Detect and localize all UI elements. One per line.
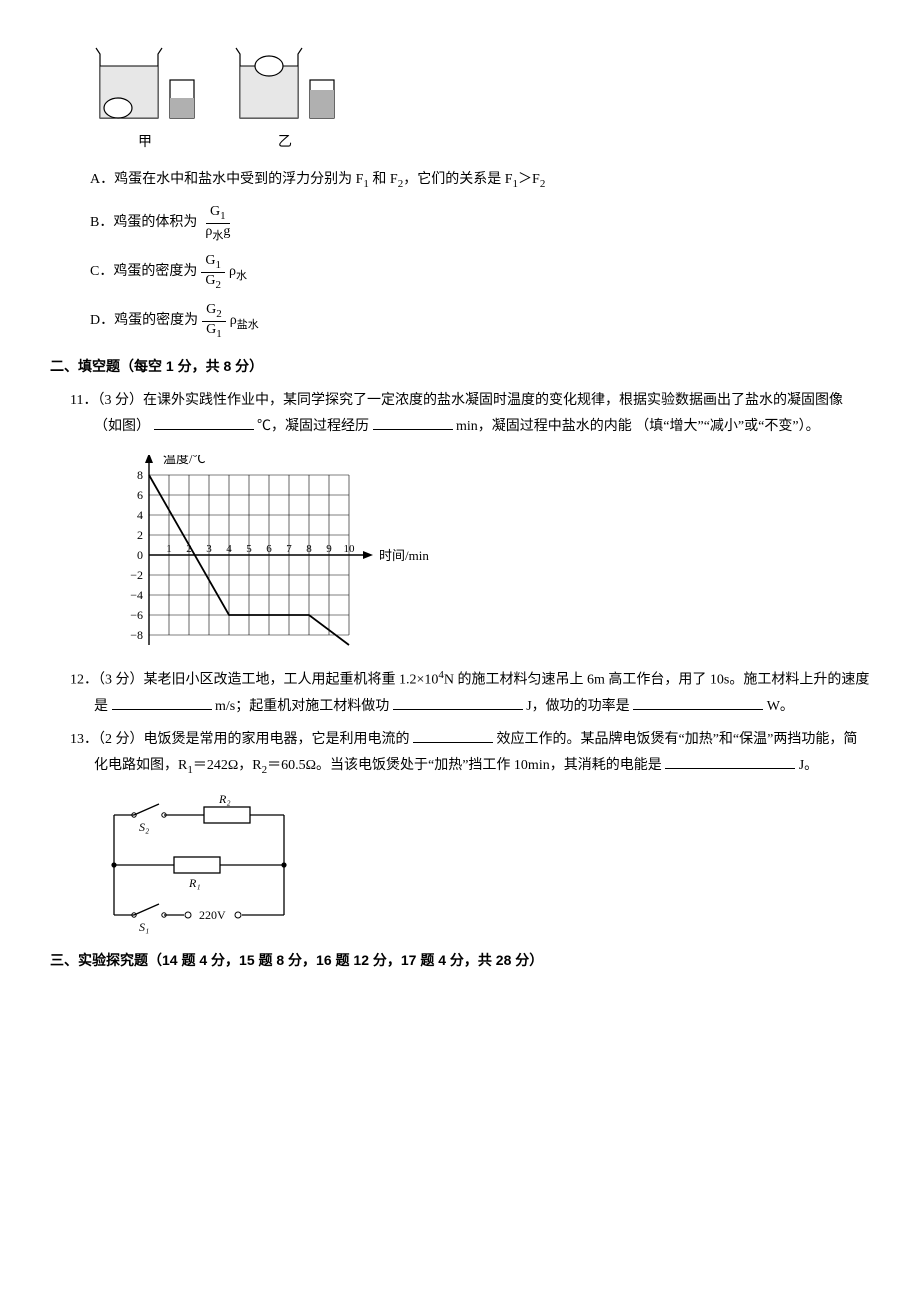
option-d-text: 鸡蛋的密度为 [114, 308, 198, 335]
q12-blank3[interactable] [633, 695, 763, 710]
svg-text:6: 6 [266, 543, 272, 555]
section2-heading: 二、填空题（每空 1 分，共 8 分） [50, 353, 870, 380]
beaker-jia-svg [90, 40, 200, 130]
svg-text:2: 2 [137, 528, 143, 542]
svg-text:4: 4 [226, 543, 232, 555]
svg-text:6: 6 [137, 488, 143, 502]
beaker-jia: 甲 [90, 40, 200, 157]
svg-text:10: 10 [344, 543, 356, 555]
option-b-fraction: G1 ρ水g [201, 204, 234, 243]
svg-text:S₁: S₁ [139, 920, 149, 934]
option-d-rho: ρ盐水 [230, 308, 259, 336]
svg-text:−8: −8 [130, 628, 143, 642]
option-c-text: 鸡蛋的密度为 [113, 259, 197, 286]
beaker-yi-label: 乙 [278, 130, 292, 157]
cooling-graph: 86420−2−4−6−812345678910温度/℃时间/min [94, 455, 870, 655]
svg-text:8: 8 [137, 468, 143, 482]
q11-blank1[interactable] [154, 415, 254, 430]
svg-text:−4: −4 [130, 588, 143, 602]
option-d-fraction: G2 G1 [202, 302, 226, 341]
svg-text:−2: −2 [130, 568, 143, 582]
option-b-letter: B． [90, 210, 113, 237]
svg-text:4: 4 [137, 508, 143, 522]
svg-text:8: 8 [306, 543, 312, 555]
q13-blank2[interactable] [665, 754, 795, 769]
svg-text:1: 1 [166, 543, 172, 555]
svg-text:−6: −6 [130, 608, 143, 622]
svg-text:R₁: R₁ [188, 876, 201, 890]
q12-blank2[interactable] [393, 695, 523, 710]
svg-text:7: 7 [286, 543, 292, 555]
q13-blank1[interactable] [413, 727, 493, 742]
question-12: 12．（3 分）某老旧小区改造工地，工人用起重机将重 1.2×104N 的施工材… [70, 665, 870, 721]
svg-text:S₂: S₂ [139, 820, 149, 834]
option-c: C． 鸡蛋的密度为 G1 G2 ρ水 [90, 253, 870, 292]
cooling-graph-svg: 86420−2−4−6−812345678910温度/℃时间/min [94, 455, 434, 655]
svg-text:时间/min: 时间/min [379, 548, 429, 563]
svg-text:3: 3 [206, 543, 212, 555]
option-b: B． 鸡蛋的体积为 G1 ρ水g [90, 204, 870, 243]
svg-text:R₂: R₂ [218, 795, 231, 806]
circuit-diagram: S₂ R₂ R₁ 220V S₁ [94, 795, 870, 935]
section3-heading: 三、实验探究题（14 题 4 分，15 题 8 分，16 题 12 分，17 题… [50, 947, 870, 974]
option-a-letter: A． [90, 167, 114, 194]
option-a-text: 鸡蛋在水中和盐水中受到的浮力分别为 F1 和 F2，它们的关系是 F1＞F2 [114, 167, 545, 195]
option-a: A． 鸡蛋在水中和盐水中受到的浮力分别为 F1 和 F2，它们的关系是 F1＞F… [90, 167, 870, 195]
beaker-jia-label: 甲 [138, 130, 152, 157]
option-d-letter: D． [90, 308, 114, 335]
svg-text:5: 5 [246, 543, 252, 555]
question-13: 13．（2 分）电饭煲是常用的家用电器，它是利用电流的 效应工作的。某品牌电饭煲… [70, 727, 870, 781]
option-b-text: 鸡蛋的体积为 [113, 210, 197, 237]
svg-text:0: 0 [137, 548, 143, 562]
svg-text:9: 9 [326, 543, 332, 555]
question-11: 11．（3 分）在课外实践性作业中，某同学探究了一定浓度的盐水凝固时温度的变化规… [70, 388, 870, 441]
beaker-yi-svg [230, 40, 340, 130]
q12-blank1[interactable] [112, 695, 212, 710]
beaker-figures: 甲 乙 [90, 40, 870, 157]
svg-text:温度/℃: 温度/℃ [163, 455, 206, 466]
circuit-svg: S₂ R₂ R₁ 220V S₁ [94, 795, 304, 935]
beaker-yi: 乙 [230, 40, 340, 157]
svg-text:220V: 220V [199, 908, 226, 922]
q11-blank2[interactable] [373, 415, 453, 430]
option-c-rho: ρ水 [229, 259, 247, 287]
option-c-fraction: G1 G2 [201, 253, 225, 292]
option-d: D． 鸡蛋的密度为 G2 G1 ρ盐水 [90, 302, 870, 341]
option-c-letter: C． [90, 259, 113, 286]
